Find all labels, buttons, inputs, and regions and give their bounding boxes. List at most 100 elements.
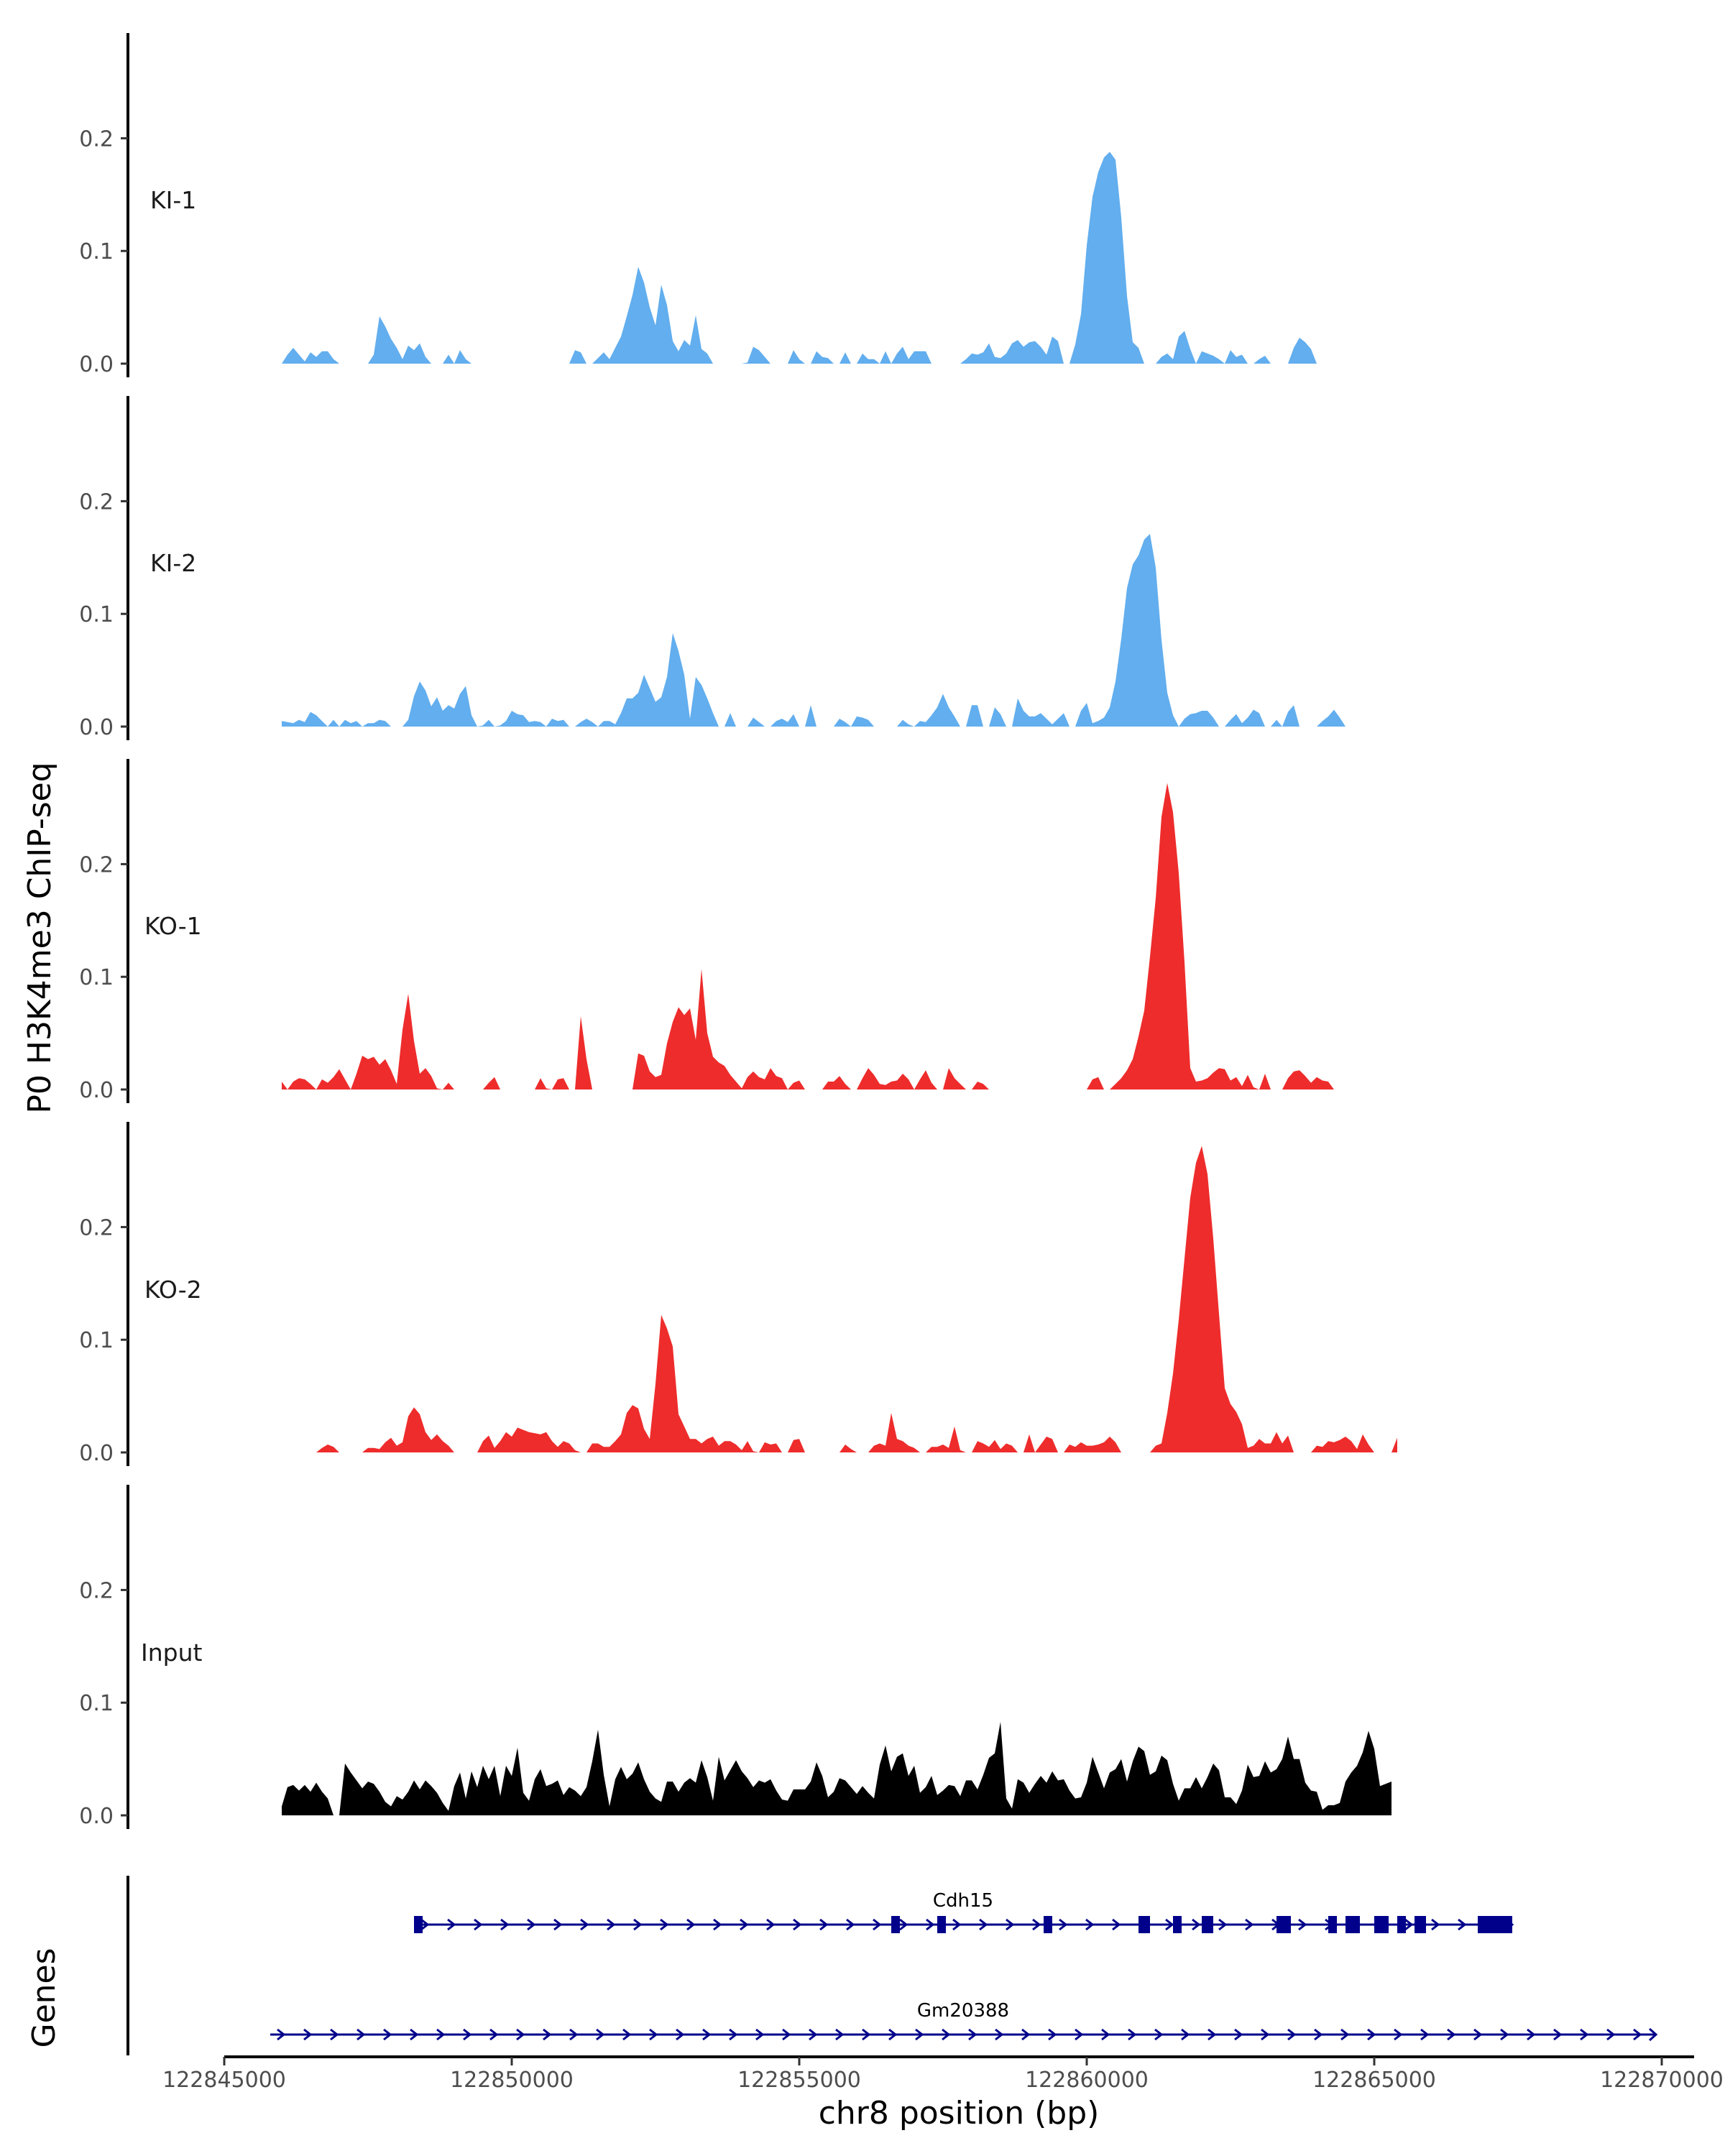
x-tick-label: 122870000 <box>1600 2068 1724 2093</box>
exon <box>1328 1916 1337 1933</box>
strand-arrow <box>1085 1918 1095 1931</box>
strand-arrow <box>489 2028 499 2041</box>
genes-axis-title: Genes <box>26 1948 63 2047</box>
strand-arrow <box>474 1918 483 1931</box>
y-tick-label: 0.1 <box>79 239 114 264</box>
gene-label: Gm20388 <box>917 2000 1009 2022</box>
x-tick-label: 122860000 <box>1025 2068 1149 2093</box>
track-label: KI-1 <box>150 186 196 214</box>
strand-arrow <box>1458 1918 1467 1931</box>
strand-arrow <box>1431 1918 1440 1931</box>
strand-arrow <box>330 2028 339 2041</box>
strand-arrow <box>660 1918 669 1931</box>
strand-arrow <box>1527 2028 1536 2041</box>
track-label: Input <box>141 1639 203 1667</box>
strand-arrow <box>819 1918 829 1931</box>
strand-arrow <box>793 1918 802 1931</box>
track-ko-1: 0.0 0.1 0.2 KO-1 <box>79 759 1334 1103</box>
exon <box>891 1916 900 1933</box>
strand-arrow <box>702 2028 712 2041</box>
strand-arrow <box>755 2028 765 2041</box>
strand-arrow <box>633 1918 643 1931</box>
strand-arrow <box>569 2028 579 2041</box>
strand-arrow <box>1021 2028 1031 2041</box>
strand-arrow <box>952 1918 962 1931</box>
track-label: KI-2 <box>150 549 196 577</box>
strand-arrow <box>740 1918 749 1931</box>
y-tick-label: 0.0 <box>79 352 114 377</box>
exon <box>1374 1916 1389 1933</box>
y-tick-label: 0.1 <box>79 602 114 627</box>
strand-arrow <box>553 1918 563 1931</box>
strand-arrow <box>846 1918 855 1931</box>
y-tick-label: 0.2 <box>79 852 114 877</box>
track-label: KO-1 <box>144 912 202 940</box>
strand-arrow <box>1473 2028 1483 2041</box>
strand-arrow <box>1165 1918 1174 1931</box>
strand-arrow <box>356 2028 366 2041</box>
strand-arrow <box>463 2028 472 2041</box>
strand-arrow <box>516 2028 525 2041</box>
strand-arrow <box>1245 1918 1254 1931</box>
gene-gm20388: Gm20388 <box>270 2000 1658 2042</box>
strand-arrow <box>1048 2028 1057 2041</box>
strand-arrow <box>1298 1918 1307 1931</box>
exon <box>414 1916 423 1933</box>
strand-arrow <box>686 1918 696 1931</box>
strand-arrow <box>1234 2028 1243 2041</box>
strand-arrow <box>649 2028 658 2041</box>
x-axis-title: chr8 position (bp) <box>819 2095 1100 2132</box>
strand-arrow <box>782 2028 791 2041</box>
y-tick-label: 0.2 <box>79 1578 114 1603</box>
y-tick-label: 0.2 <box>79 126 114 152</box>
strand-arrow <box>383 2028 392 2041</box>
track-ki-1: 0.0 0.1 0.2 KI-1 <box>79 33 1334 377</box>
strand-arrow <box>1261 2028 1270 2041</box>
strand-arrow <box>1154 2028 1164 2041</box>
strand-arrow <box>1500 2028 1509 2041</box>
strand-arrow <box>1101 2028 1110 2041</box>
strand-arrow <box>1314 2028 1323 2041</box>
y-tick-label: 0.1 <box>79 1328 114 1353</box>
track-ki-2: 0.0 0.1 0.2 KI-2 <box>79 396 1346 740</box>
exon <box>1478 1916 1512 1933</box>
strand-arrow <box>873 1918 882 1931</box>
strand-arrow <box>410 2028 419 2041</box>
strand-arrow <box>1181 2028 1190 2041</box>
strand-arrow <box>888 2028 898 2041</box>
strand-arrow <box>862 2028 871 2041</box>
strand-arrow <box>1075 2028 1084 2041</box>
strand-arrow <box>995 2028 1004 2041</box>
signal-area <box>282 783 1334 1089</box>
strand-arrow <box>1367 2028 1376 2041</box>
tracks-layer: 0.0 0.1 0.2 KI-1 0.00.10.2KI-2 0.0 0.1 0.2 KO-1 0… <box>79 33 1397 1829</box>
y-axis-title: P0 H3K4me3 ChIP-seq <box>22 762 58 1113</box>
x-axis: 122845000 122850000 122855000 122860000 1228… <box>162 2055 1724 2093</box>
strand-arrow <box>979 1918 988 1931</box>
strand-arrow <box>942 2028 951 2041</box>
strand-arrow <box>596 2028 605 2041</box>
x-tick-label: 122855000 <box>737 2068 861 2093</box>
strand-arrow <box>766 1918 776 1931</box>
strand-arrow <box>809 2028 818 2041</box>
strand-arrow <box>500 1918 510 1931</box>
strand-arrow <box>1580 2028 1589 2041</box>
exon <box>1138 1916 1150 1933</box>
exon <box>1397 1916 1406 1933</box>
exon <box>937 1916 946 1933</box>
strand-arrow <box>1218 1918 1228 1931</box>
strand-arrow <box>622 2028 632 2041</box>
track-label: KO-2 <box>144 1276 202 1304</box>
signal-area <box>282 152 1334 364</box>
strand-arrow <box>1032 1918 1041 1931</box>
exon <box>1346 1916 1360 1933</box>
strand-arrow <box>1649 2027 1658 2042</box>
y-tick-label: 0.0 <box>79 1078 114 1103</box>
signal-area <box>282 1146 1397 1452</box>
strand-arrow <box>1059 1918 1068 1931</box>
y-tick-label: 0.2 <box>79 1215 114 1240</box>
strand-arrow <box>1287 2028 1297 2041</box>
y-tick-label: 0.1 <box>79 1691 114 1716</box>
strand-arrow <box>1128 2028 1137 2041</box>
exon <box>1044 1916 1052 1933</box>
